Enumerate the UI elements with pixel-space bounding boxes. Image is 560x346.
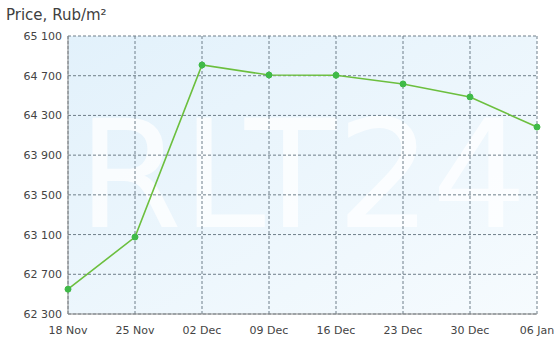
y-grid-line bbox=[68, 314, 537, 315]
chart-svg: RLT24 62 300 62 700 63 100 63 500 63 900 64 30… bbox=[0, 0, 560, 346]
chart-title: Price, Rub/m² bbox=[6, 6, 107, 24]
x-tick-label: 25 Nov bbox=[116, 324, 155, 337]
y-grid-line bbox=[68, 36, 537, 37]
y-grid-line bbox=[68, 115, 537, 116]
x-tick-label: 23 Dec bbox=[384, 324, 423, 337]
y-grid-line bbox=[68, 155, 537, 156]
y-tick-label: 62 300 bbox=[24, 308, 63, 321]
x-grid-line bbox=[202, 36, 203, 314]
x-axis bbox=[68, 314, 537, 315]
x-tick-label: 02 Dec bbox=[183, 324, 222, 337]
y-tick-label: 64 300 bbox=[24, 109, 63, 122]
point-marker bbox=[534, 124, 540, 130]
y-tick-label: 63 900 bbox=[24, 149, 63, 162]
point-marker bbox=[400, 81, 406, 87]
chart-container: RLT24 62 300 62 700 63 100 63 500 63 900 64 30… bbox=[0, 0, 560, 346]
y-tick-label: 64 700 bbox=[24, 70, 63, 83]
y-tick-label: 63 100 bbox=[24, 229, 63, 242]
series-line bbox=[68, 65, 537, 289]
x-tick-label: 16 Dec bbox=[317, 324, 356, 337]
x-grid-line bbox=[537, 36, 538, 314]
y-grid-line bbox=[68, 194, 537, 195]
point-marker bbox=[266, 72, 272, 78]
plot-background bbox=[68, 36, 537, 314]
x-grid-line bbox=[470, 36, 471, 314]
y-grid-line bbox=[68, 234, 537, 235]
x-tick-label: 06 Jan bbox=[520, 324, 554, 337]
x-tick-label: 30 Dec bbox=[451, 324, 490, 337]
point-marker bbox=[65, 286, 71, 292]
y-tick-label: 63 500 bbox=[24, 189, 63, 202]
point-marker bbox=[467, 94, 473, 100]
y-tick-label: 62 700 bbox=[24, 268, 63, 281]
y-grid-line bbox=[68, 274, 537, 275]
point-marker bbox=[199, 62, 205, 68]
x-tick-label: 18 Nov bbox=[49, 324, 88, 337]
x-grid-line bbox=[135, 36, 136, 314]
y-tick-label: 65 100 bbox=[24, 30, 63, 43]
watermark: RLT24 bbox=[78, 88, 528, 262]
series-group bbox=[65, 62, 540, 292]
x-grid-line bbox=[403, 36, 404, 314]
x-tick-label: 09 Dec bbox=[250, 324, 289, 337]
x-grid-line bbox=[68, 36, 69, 314]
point-marker bbox=[333, 72, 339, 78]
point-marker bbox=[132, 234, 138, 240]
y-axis bbox=[68, 36, 69, 314]
